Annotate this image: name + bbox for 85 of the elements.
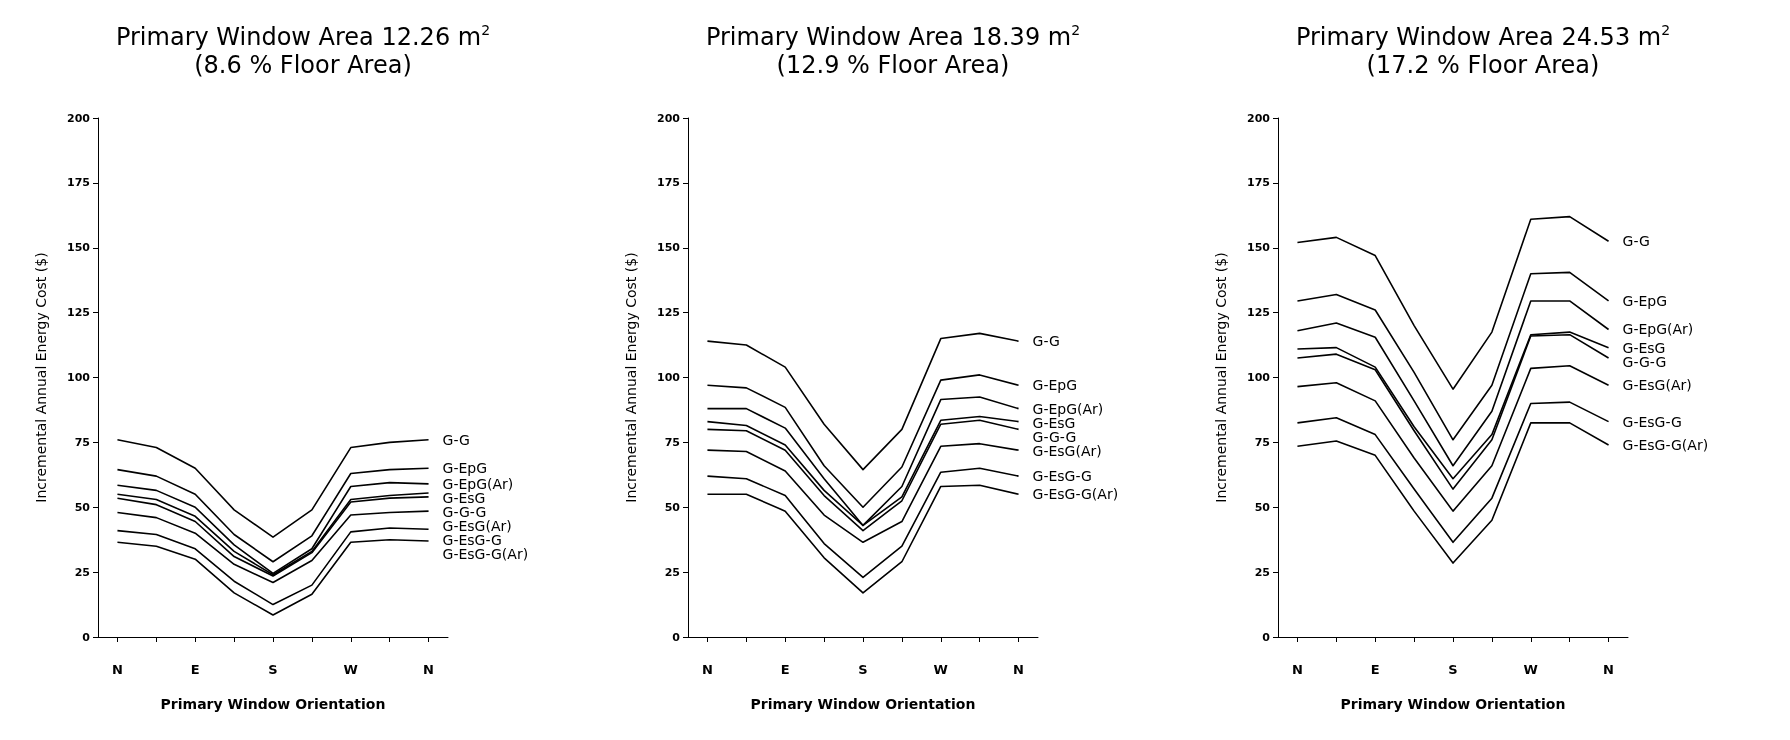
line-series (706, 484, 1020, 594)
y-tick-label: 150 (657, 241, 681, 255)
y-axis-title: Incremental Annual Energy Cost ($) (623, 252, 639, 503)
y-tick-label: 125 (67, 306, 90, 320)
y-tick-label: 0 (82, 630, 91, 644)
x-axis-title: Primary Window Orientation (750, 696, 976, 712)
line-series (1296, 422, 1610, 564)
line-series (706, 442, 1020, 544)
line-series (116, 510, 430, 584)
x-axis-title: Primary Window Orientation (160, 696, 386, 712)
series-label: G-G-G (442, 503, 487, 520)
line-series (1296, 215, 1610, 390)
x-tick-label: N (1603, 662, 1614, 677)
y-tick-label: 25 (74, 565, 90, 579)
series-label: G-EpG(Ar) (1622, 321, 1694, 338)
line-series (706, 467, 1020, 579)
x-axis-title: Primary Window Orientation (1340, 696, 1566, 712)
y-tick-label: 175 (657, 176, 680, 190)
x-tick-label: W (933, 662, 948, 677)
y-tick-label: 100 (67, 371, 91, 384)
y-tick-label: 50 (1254, 500, 1271, 514)
line-series (116, 527, 430, 606)
line-series (1296, 271, 1610, 441)
line-series (116, 438, 430, 538)
series-label: G-EsG(Ar) (442, 517, 512, 534)
x-tick-label: N (1292, 662, 1303, 677)
series-label: G-EsG(Ar) (1032, 442, 1102, 459)
y-tick-label: 125 (1247, 306, 1270, 320)
y-tick-label: 175 (1247, 176, 1270, 190)
y-tick-label: 200 (1247, 111, 1271, 125)
x-tick-label: N (112, 662, 123, 677)
y-tick-label: 200 (67, 111, 91, 125)
y-tick-label: 50 (664, 500, 681, 514)
series-label: G-EpG (1032, 377, 1078, 394)
series-label: G-G (1622, 233, 1650, 250)
y-axis-title: Incremental Annual Energy Cost ($) (33, 252, 49, 503)
series-label: G-EsG-G (1622, 413, 1682, 430)
y-tick-label: 100 (657, 371, 681, 384)
y-tick-label: 125 (657, 306, 680, 320)
x-tick-label: W (343, 662, 358, 677)
x-tick-label: E (1370, 662, 1380, 677)
series-label: G-EpG(Ar) (442, 475, 514, 492)
series-label: G-EsG(Ar) (1622, 377, 1692, 394)
series-label: G-G (442, 431, 470, 448)
series-label: G-G-G (1622, 353, 1667, 370)
x-tick-label: E (780, 662, 790, 677)
y-tick-label: 100 (1247, 371, 1271, 384)
series-label: G-EsG-G(Ar) (1622, 436, 1709, 453)
line-series (116, 538, 430, 616)
y-tick-label: 200 (657, 111, 681, 125)
line-series (1296, 401, 1610, 544)
y-tick-label: 150 (67, 241, 91, 255)
y-tick-label: 25 (664, 565, 680, 579)
y-axis-title: Incremental Annual Energy Cost ($) (1213, 252, 1229, 503)
y-tick-label: 75 (664, 435, 680, 449)
y-tick-label: 175 (67, 176, 90, 190)
x-tick-label: N (423, 662, 434, 677)
line-series (706, 374, 1020, 509)
series-label: G-EsG-G(Ar) (442, 545, 529, 562)
series-label: G-EpG (1622, 292, 1668, 309)
y-tick-label: 50 (74, 500, 91, 514)
x-tick-label: W (1523, 662, 1538, 677)
series-label: G-EpG (442, 460, 488, 477)
line-series (706, 332, 1020, 471)
line-series (1296, 300, 1610, 467)
line-series (116, 467, 430, 563)
x-tick-label: S (858, 662, 868, 677)
series-label: G-EsG-G (1032, 468, 1092, 485)
series-label: G-EpG(Ar) (1032, 400, 1104, 417)
y-tick-label: 150 (1247, 241, 1271, 255)
series-label: G-G-G (1032, 428, 1077, 445)
y-tick-label: 25 (1254, 565, 1270, 579)
y-tick-label: 0 (1262, 630, 1271, 644)
series-label: G-G (1032, 333, 1060, 350)
x-tick-label: N (702, 662, 713, 677)
y-tick-label: 0 (672, 630, 681, 644)
x-tick-label: S (268, 662, 278, 677)
series-label: G-EsG-G(Ar) (1032, 486, 1119, 503)
series-label: G-EsG (1622, 339, 1666, 356)
x-tick-label: E (190, 662, 200, 677)
y-tick-label: 75 (74, 435, 90, 449)
y-tick-label: 75 (1254, 435, 1270, 449)
x-tick-label: N (1013, 662, 1024, 677)
line-series (1296, 365, 1610, 512)
x-tick-label: S (1448, 662, 1458, 677)
